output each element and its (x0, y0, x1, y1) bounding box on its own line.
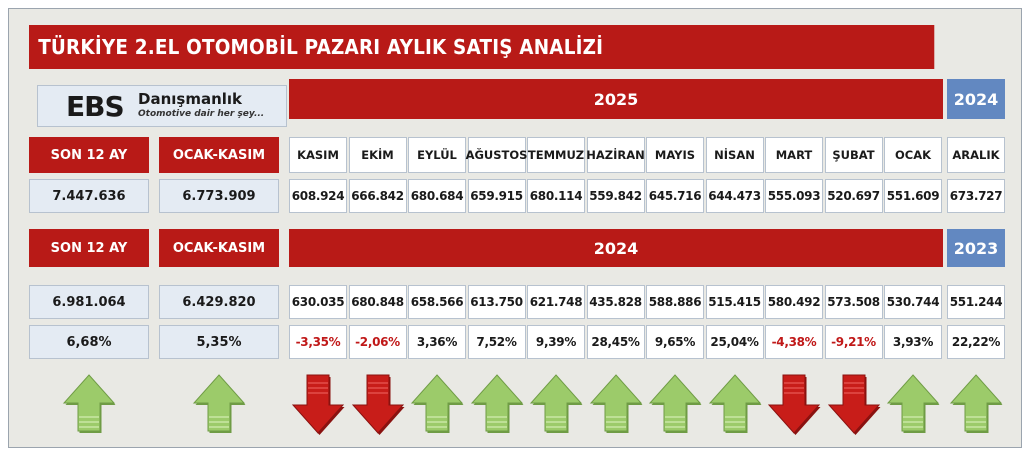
last12-total-2025: 7.447.636 (29, 179, 149, 213)
value-2024-3: 613.750 (467, 285, 526, 319)
logo-tagline: Otomotive dair her şey... (138, 109, 265, 119)
last12-total-2024: 6.981.064 (29, 285, 149, 319)
value-2024-8: 580.492 (765, 285, 823, 319)
change-pct-2: 3,36% (408, 325, 466, 359)
change-pct-6: 9,65% (646, 325, 704, 359)
ytd-change-pct: 5,35% (159, 325, 279, 359)
month-header-7: NİSAN (705, 137, 764, 173)
change-pct-7: 25,04% (705, 325, 764, 359)
value-2024-9: 573.508 (824, 285, 883, 319)
value-2025-5: 559.842 (586, 179, 645, 213)
change-pct-4: 9,39% (527, 325, 585, 359)
logo-name: Danışmanlık (138, 90, 243, 108)
arrow-up-icon (589, 374, 642, 433)
value-2024-6: 588.886 (646, 285, 704, 319)
label-ytd-bottom: OCAK-KASIM (159, 229, 279, 267)
arrow-up-icon (470, 374, 523, 433)
arrow-up-icon (648, 374, 702, 433)
value-2024-0: 630.035 (289, 285, 347, 319)
value-2025-3: 659.915 (467, 179, 526, 213)
change-pct-3: 7,52% (467, 325, 526, 359)
month-header-4: TEMMUZ (527, 137, 585, 173)
arrow-down-icon (767, 374, 821, 435)
change-pct-9: -9,21% (824, 325, 883, 359)
logo-brand: EBS (66, 90, 125, 123)
arrow-down-icon (351, 374, 404, 435)
value-2024-7: 515.415 (705, 285, 764, 319)
label-ytd-top: OCAK-KASIM (159, 137, 279, 173)
month-header-0: KASIM (289, 137, 347, 173)
value-2024-1: 680.848 (348, 285, 407, 319)
value-2025-4: 680.114 (527, 179, 585, 213)
arrow-up-icon (410, 374, 464, 433)
year-band-2024-top: 2024 (947, 79, 1005, 119)
change-pct-0: -3,35% (289, 325, 347, 359)
value-2024-dec: 673.727 (947, 179, 1005, 213)
month-header-8: MART (765, 137, 823, 173)
year-band-2025: 2025 (289, 79, 943, 119)
month-header-9: ŞUBAT (824, 137, 883, 173)
company-logo: EBS Danışmanlık Otomotive dair her şey..… (37, 85, 287, 127)
value-2023-dec: 551.244 (947, 285, 1005, 319)
value-2025-6: 645.716 (646, 179, 704, 213)
last12-change-pct: 6,68% (29, 325, 149, 359)
value-2024-5: 435.828 (586, 285, 645, 319)
value-2025-7: 644.473 (705, 179, 764, 213)
value-2025-8: 555.093 (765, 179, 823, 213)
month-header-2: EYLÜL (408, 137, 466, 173)
value-2025-9: 520.697 (824, 179, 883, 213)
value-2025-2: 680.684 (408, 179, 466, 213)
arrow-down-icon (827, 374, 880, 435)
value-2024-10: 530.744 (884, 285, 942, 319)
month-header-10: OCAK (884, 137, 942, 173)
arrow-up-icon (192, 374, 246, 433)
month-header-5: HAZİRAN (586, 137, 645, 173)
arrow-down-icon (291, 374, 345, 435)
change-pct-10: 3,93% (884, 325, 942, 359)
value-2024-2: 658.566 (408, 285, 466, 319)
ytd-total-2025: 6.773.909 (159, 179, 279, 213)
arrow-up-icon (886, 374, 940, 433)
value-2024-4: 621.748 (527, 285, 585, 319)
dashboard-frame: TÜRKİYE 2.EL OTOMOBİL PAZARI AYLIK SATIŞ… (8, 8, 1022, 448)
arrow-up-icon (529, 374, 583, 433)
change-pct-1: -2,06% (348, 325, 407, 359)
arrow-up-icon (708, 374, 761, 433)
page-title: TÜRKİYE 2.EL OTOMOBİL PAZARI AYLIK SATIŞ… (29, 25, 935, 69)
year-band-2024: 2024 (289, 229, 943, 267)
ytd-total-2024: 6.429.820 (159, 285, 279, 319)
month-header-prev: ARALIK (947, 137, 1005, 173)
label-last12-top: SON 12 AY (29, 137, 149, 173)
value-2025-0: 608.924 (289, 179, 347, 213)
arrow-up-icon (949, 374, 1003, 433)
month-header-3: AĞUSTOS (466, 137, 527, 173)
change-pct-8: -4,38% (765, 325, 823, 359)
change-pct-prev: 22,22% (947, 325, 1005, 359)
value-2025-1: 666.842 (348, 179, 407, 213)
change-pct-5: 28,45% (586, 325, 645, 359)
arrow-up-icon (62, 374, 116, 433)
value-2025-10: 551.609 (884, 179, 942, 213)
year-band-2023: 2023 (947, 229, 1005, 267)
month-header-1: EKİM (348, 137, 407, 173)
label-last12-bottom: SON 12 AY (29, 229, 149, 267)
month-header-6: MAYIS (646, 137, 704, 173)
